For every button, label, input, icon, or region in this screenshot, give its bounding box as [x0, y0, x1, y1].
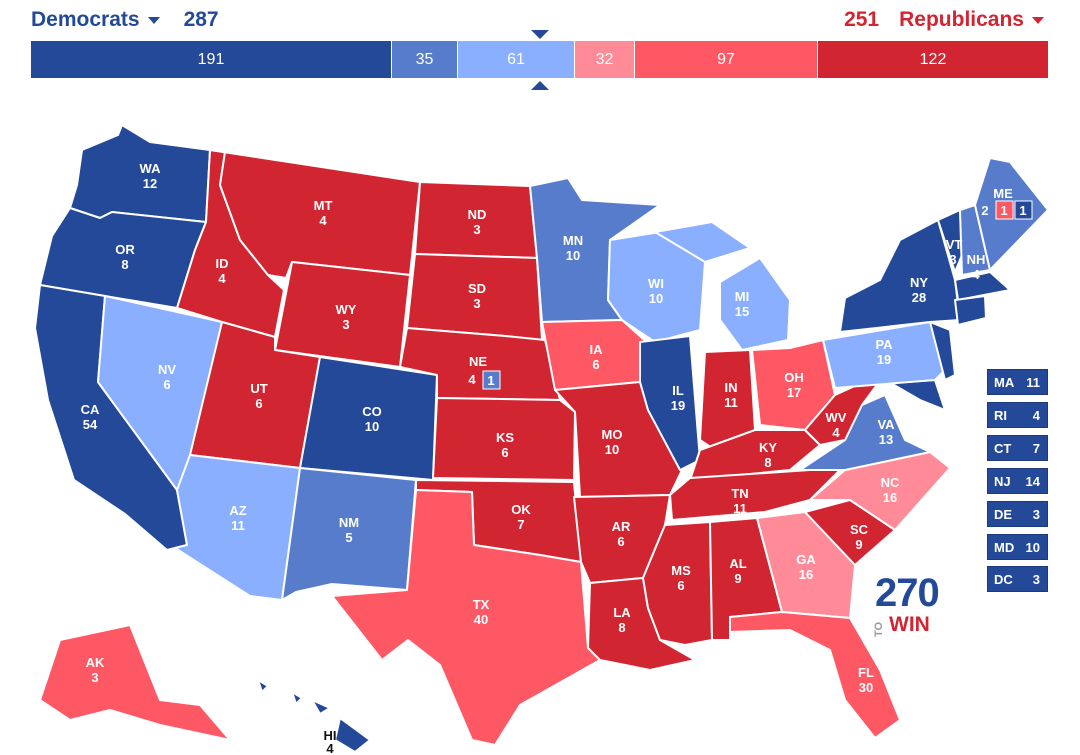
tally-likely-rep: 97	[634, 41, 817, 78]
state-ny[interactable]	[839, 219, 961, 333]
state-hi[interactable]	[257, 679, 371, 753]
state-wv[interactable]	[804, 377, 883, 446]
republicans-total: 251	[844, 8, 880, 31]
state-nj[interactable]	[929, 321, 956, 381]
logo-to: TO	[873, 621, 885, 637]
midpoint-marker-top	[531, 30, 549, 39]
small-state-ri[interactable]: RI 4	[987, 402, 1048, 428]
state-mi[interactable]	[654, 221, 791, 351]
tally-likely-dem: 35	[391, 41, 457, 78]
chevron-down-icon[interactable]	[147, 16, 160, 24]
state-co[interactable]	[299, 356, 438, 481]
tally-safe-dem: 191	[31, 41, 391, 78]
midpoint-marker-bottom	[531, 81, 549, 90]
logo-number: 270	[875, 571, 940, 615]
tally-lean-rep: 32	[574, 41, 634, 78]
democrats-header[interactable]: Democrats 287	[31, 8, 219, 32]
state-nd[interactable]	[414, 181, 538, 259]
state-fl[interactable]	[729, 611, 901, 739]
small-state-nj[interactable]: NJ 14	[987, 468, 1048, 494]
state-ia[interactable]	[541, 319, 651, 391]
tally-lean-dem: 61	[457, 41, 574, 78]
republicans-label: Republicans	[899, 8, 1024, 31]
state-ak[interactable]	[39, 624, 231, 741]
state-ct[interactable]	[954, 295, 987, 326]
state-mt[interactable]	[209, 149, 421, 279]
state-tn[interactable]	[669, 469, 841, 521]
small-state-ma[interactable]: MA 11	[987, 369, 1048, 395]
state-az[interactable]	[174, 454, 301, 601]
republicans-header[interactable]: 251 Republicans	[844, 8, 1048, 32]
logo-win: WIN	[889, 613, 930, 636]
state-wy[interactable]	[274, 261, 411, 368]
electoral-tally-bar: 191 35 61 32 97 122	[31, 41, 1048, 78]
state-sd[interactable]	[406, 253, 543, 341]
tally-safe-rep: 122	[817, 41, 1048, 78]
state-ga[interactable]	[756, 511, 856, 619]
270towin-logo[interactable]: 270 TO WIN	[873, 571, 945, 639]
democrats-total: 287	[183, 8, 219, 31]
state-ks[interactable]	[432, 397, 576, 481]
small-state-de[interactable]: DE 3	[987, 501, 1048, 527]
state-il[interactable]	[639, 335, 701, 471]
small-state-md[interactable]: MD 10	[987, 534, 1048, 560]
svg-text:HI4: HI 4	[324, 728, 337, 755]
small-state-dc[interactable]: DC 3	[987, 566, 1048, 592]
democrats-label: Democrats	[31, 8, 140, 31]
state-pa[interactable]	[822, 321, 946, 389]
state-tx[interactable]	[331, 489, 601, 746]
state-nm[interactable]	[281, 467, 417, 601]
small-state-ct[interactable]: CT 7	[987, 435, 1048, 461]
state-ma[interactable]	[954, 271, 1011, 301]
ne-district-box[interactable]: 1	[482, 370, 501, 390]
state-wa[interactable]	[69, 124, 211, 223]
chevron-down-icon[interactable]	[1032, 16, 1044, 24]
